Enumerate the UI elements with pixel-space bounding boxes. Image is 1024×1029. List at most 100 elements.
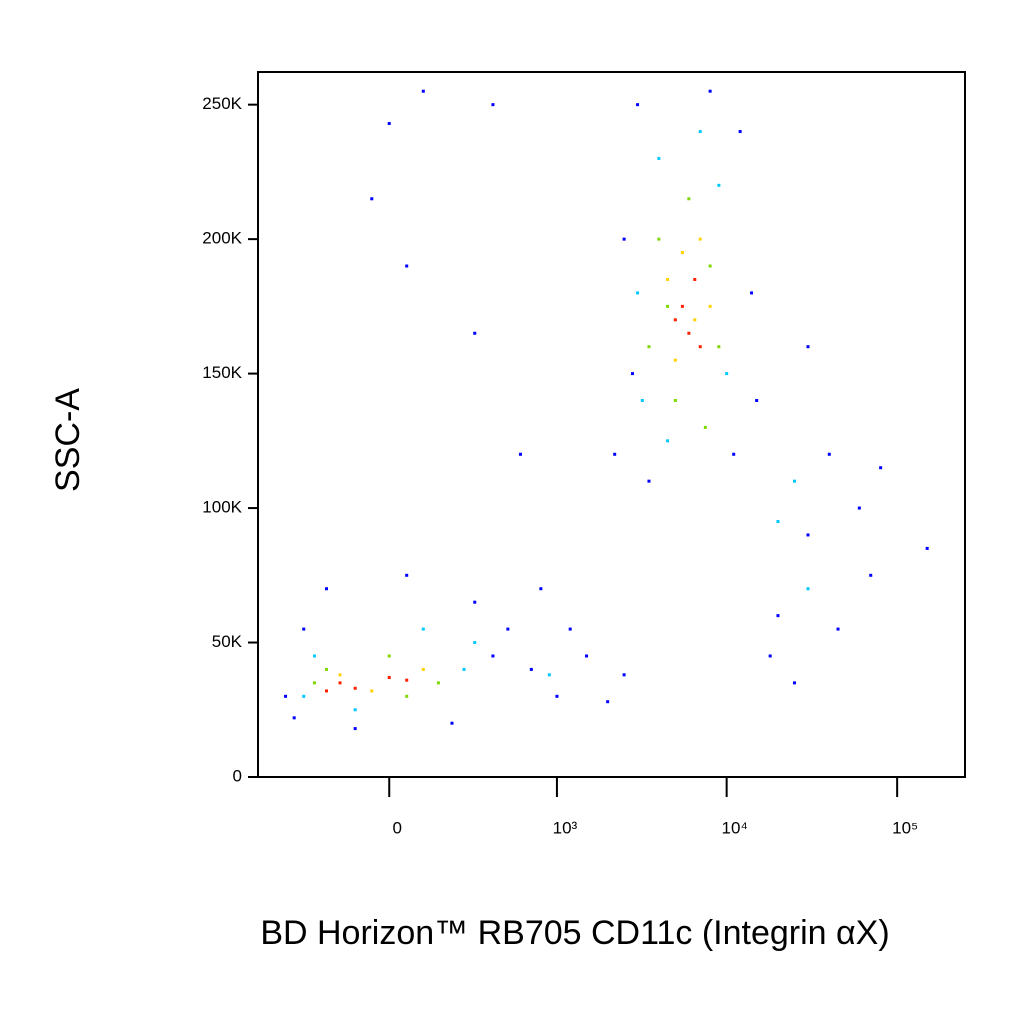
point — [387, 654, 391, 658]
point — [405, 678, 409, 682]
point — [647, 479, 651, 483]
point — [387, 675, 391, 679]
point — [640, 398, 644, 402]
point — [622, 673, 626, 677]
point — [673, 358, 677, 362]
point — [857, 506, 861, 510]
point — [708, 89, 712, 93]
point — [792, 681, 796, 685]
point — [806, 587, 810, 591]
point — [806, 533, 810, 537]
y-tick-label: 0 — [233, 766, 242, 785]
point — [405, 264, 409, 268]
point — [529, 667, 533, 671]
point — [353, 727, 357, 731]
x-tick-label: 0 — [393, 818, 402, 837]
y-tick-label: 250K — [202, 94, 242, 113]
point — [879, 466, 883, 470]
point — [732, 452, 736, 456]
point — [622, 237, 626, 241]
point — [473, 600, 477, 604]
point — [755, 398, 759, 402]
point — [657, 237, 661, 241]
point — [555, 694, 559, 698]
point — [405, 573, 409, 577]
point — [436, 681, 440, 685]
point — [687, 197, 691, 201]
point — [673, 318, 677, 322]
point — [312, 654, 316, 658]
plot-frame — [257, 71, 966, 778]
point — [539, 587, 543, 591]
point — [666, 304, 670, 308]
y-tick-label: 100K — [202, 498, 242, 517]
point — [491, 103, 495, 107]
point — [806, 345, 810, 349]
point — [925, 546, 929, 550]
point — [473, 641, 477, 645]
point — [473, 331, 477, 335]
point — [547, 673, 551, 677]
point — [630, 372, 634, 376]
point — [370, 689, 374, 693]
point — [673, 398, 677, 402]
x-tick-label: 10³ — [553, 818, 578, 837]
point — [693, 318, 697, 322]
point — [768, 654, 772, 658]
point — [698, 237, 702, 241]
point — [421, 627, 425, 631]
point — [606, 700, 610, 704]
point — [776, 520, 780, 524]
point — [666, 439, 670, 443]
point — [776, 614, 780, 618]
point — [491, 654, 495, 658]
point — [613, 452, 617, 456]
point — [370, 197, 374, 201]
point — [636, 291, 640, 295]
y-tick-label: 150K — [202, 363, 242, 382]
point — [698, 345, 702, 349]
point — [792, 479, 796, 483]
point — [647, 345, 651, 349]
point — [725, 372, 729, 376]
point — [636, 103, 640, 107]
point — [462, 667, 466, 671]
point — [506, 627, 510, 631]
point — [836, 627, 840, 631]
point — [387, 121, 391, 125]
point — [750, 291, 754, 295]
point — [284, 694, 288, 698]
point — [338, 673, 342, 677]
point — [302, 694, 306, 698]
point — [687, 331, 691, 335]
point — [717, 345, 721, 349]
point — [717, 183, 721, 187]
point — [708, 264, 712, 268]
x-tick-label: 10⁴ — [722, 818, 748, 837]
point — [680, 304, 684, 308]
y-axis-label: SSC-A — [49, 388, 87, 492]
point — [353, 708, 357, 712]
point — [827, 452, 831, 456]
point — [338, 681, 342, 685]
x-axis-label: BD Horizon™ RB705 CD11c (Integrin αX) — [260, 914, 889, 952]
point — [666, 277, 670, 281]
point — [703, 425, 707, 429]
point — [405, 694, 409, 698]
point — [518, 452, 522, 456]
point — [324, 587, 328, 591]
point — [585, 654, 589, 658]
y-tick-label: 200K — [202, 229, 242, 248]
point — [324, 667, 328, 671]
point — [568, 627, 572, 631]
point — [312, 681, 316, 685]
y-tick-label: 50K — [212, 632, 243, 651]
point — [869, 573, 873, 577]
point — [324, 689, 328, 693]
point — [421, 89, 425, 93]
point — [698, 130, 702, 134]
point — [708, 304, 712, 308]
point — [693, 277, 697, 281]
